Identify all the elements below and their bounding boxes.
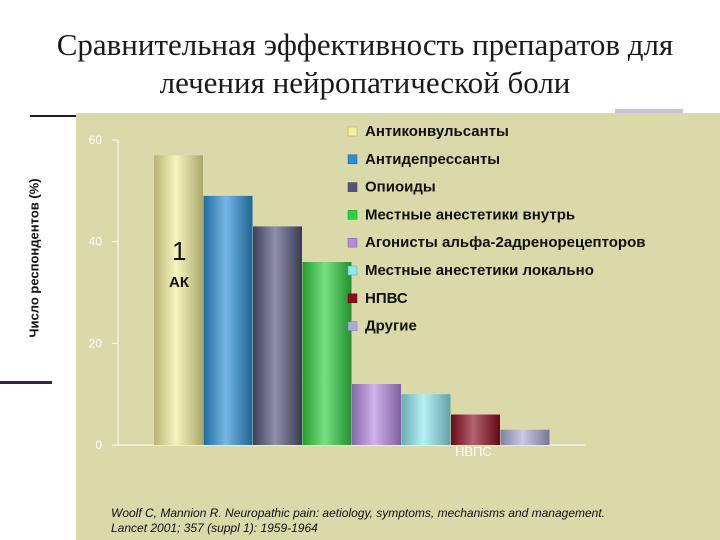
legend-swatch bbox=[347, 210, 358, 220]
annotation-number: 1 bbox=[172, 236, 186, 266]
legend-label: Антиконвульсанты bbox=[365, 123, 509, 140]
annotation-ak: АК bbox=[169, 274, 190, 291]
legend-swatch bbox=[347, 265, 358, 276]
legend-label: Местные анестетики внутрь bbox=[365, 206, 575, 223]
bar bbox=[302, 262, 352, 445]
bar bbox=[203, 195, 253, 445]
citation: Woolf C, Mannion R. Neuropathic pain: ae… bbox=[111, 506, 606, 535]
chart-corner-accent bbox=[615, 109, 683, 113]
legend-label: Антидепрессанты bbox=[365, 151, 500, 168]
y-tick-label: 40 bbox=[89, 235, 103, 249]
legend-label: Опиоиды bbox=[365, 179, 436, 196]
legend-label: Местные анестетики локально bbox=[365, 262, 594, 279]
legend-swatch bbox=[347, 182, 358, 192]
bar bbox=[352, 384, 401, 445]
slide-title: Сравнительная эффективность препаратов д… bbox=[56, 27, 674, 100]
bar bbox=[451, 414, 500, 445]
legend-label: Другие bbox=[365, 318, 417, 335]
legend-swatch bbox=[347, 293, 358, 304]
annotation-nvps: НВПС bbox=[455, 444, 492, 459]
bar bbox=[500, 429, 550, 445]
legend-swatch bbox=[347, 126, 358, 137]
legend-label: Агонисты альфа-2адренорецепторов bbox=[365, 234, 645, 251]
legend-label: НПВС bbox=[365, 290, 408, 307]
bar bbox=[401, 394, 451, 445]
legend-swatch bbox=[347, 237, 358, 248]
y-tick-label: 0 bbox=[95, 438, 102, 452]
left-accent-bar bbox=[0, 381, 52, 384]
legend-swatch bbox=[347, 154, 358, 165]
y-tick-label: 20 bbox=[89, 336, 103, 350]
legend-swatch bbox=[347, 321, 358, 331]
bar bbox=[154, 155, 203, 445]
y-tick-label: 60 bbox=[89, 133, 103, 147]
bar bbox=[253, 226, 302, 445]
title-underline-accent bbox=[30, 115, 80, 117]
